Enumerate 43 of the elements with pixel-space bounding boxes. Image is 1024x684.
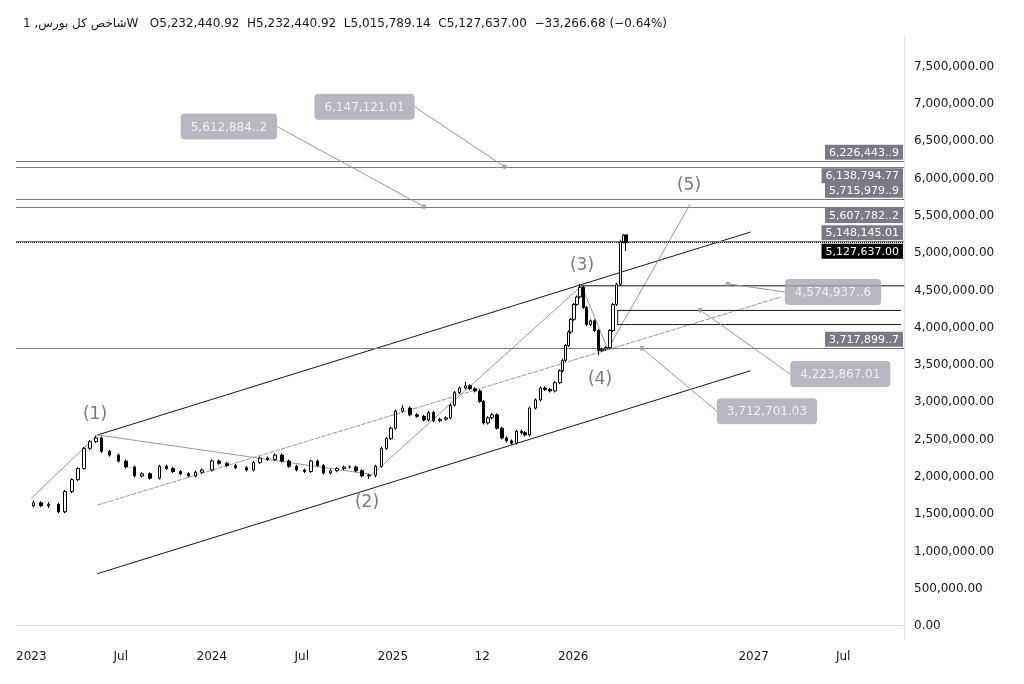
- y-tick-label: 2,000,000.00: [914, 468, 995, 483]
- annotation: (5): [676, 174, 702, 194]
- chart-title: شاخص کل بورس, 1W O5,232,440.92 H5,232,440.92 L5,015,789.14 C5,127,637.00 −33,266.68 (−0.64%): [23, 16, 667, 30]
- y-tick-label: 5,500,000.00: [914, 207, 995, 222]
- x-tick-label: 12: [474, 649, 490, 663]
- y-tick-label: 2,500,000.00: [914, 431, 995, 446]
- y-tick-label: 3,500,000.00: [914, 357, 995, 372]
- annotation: (4): [587, 368, 613, 388]
- y-tick-label: 5,000,000.00: [914, 245, 995, 260]
- ref-line-label: 6,138,794.77: [825, 169, 899, 183]
- x-tick-label: Jul: [112, 649, 129, 663]
- y-tick-label: 7,000,000.00: [914, 96, 995, 111]
- ref-line-label: 5,715,979..9: [829, 183, 899, 197]
- annotation: (2): [354, 491, 380, 511]
- annotation: 4,223,867.01: [800, 367, 881, 382]
- y-tick-label: 3,000,000.00: [914, 394, 995, 409]
- x-tick-label: 2024: [196, 649, 228, 663]
- x-tick-label: 2026: [557, 649, 589, 663]
- y-tick-label: 6,000,000.00: [914, 170, 995, 185]
- y-tick-label: 500,000.00: [914, 580, 983, 595]
- x-tick-label: 2027: [738, 649, 769, 663]
- x-tick-label: Jul: [834, 649, 851, 663]
- x-tick-label: 2023: [16, 649, 47, 663]
- y-tick-label: 6,500,000.00: [914, 133, 995, 148]
- annotation: 4,574,937..6: [794, 284, 872, 299]
- annotation: 3,712,701.03: [726, 404, 808, 419]
- x-tick-label: 2025: [377, 649, 409, 663]
- y-tick-label: 4,000,000.00: [914, 319, 995, 334]
- annotation: (3): [569, 254, 595, 274]
- annotation: (1): [82, 403, 108, 423]
- ref-line-label: 5,148,145.01: [825, 226, 899, 240]
- y-tick-label: 0.00: [914, 618, 941, 633]
- ref-line-label: 6,226,443..9: [829, 145, 899, 159]
- y-tick-label: 7,500,000.00: [914, 58, 995, 73]
- annotation: 6,147,121.01: [324, 99, 405, 114]
- x-tick-label: Jul: [293, 649, 310, 663]
- y-tick-label: 1,500,000.00: [914, 506, 995, 521]
- ref-line-label: 3,717,899..7: [829, 332, 899, 346]
- ref-line-label: 5,127,637.00: [825, 244, 899, 258]
- y-tick-label: 1,000,000.00: [914, 543, 995, 558]
- y-tick-label: 4,500,000.00: [914, 282, 995, 297]
- ref-line-label: 5,607,782..2: [829, 208, 899, 222]
- annotation: 5,612,884..2: [190, 119, 268, 134]
